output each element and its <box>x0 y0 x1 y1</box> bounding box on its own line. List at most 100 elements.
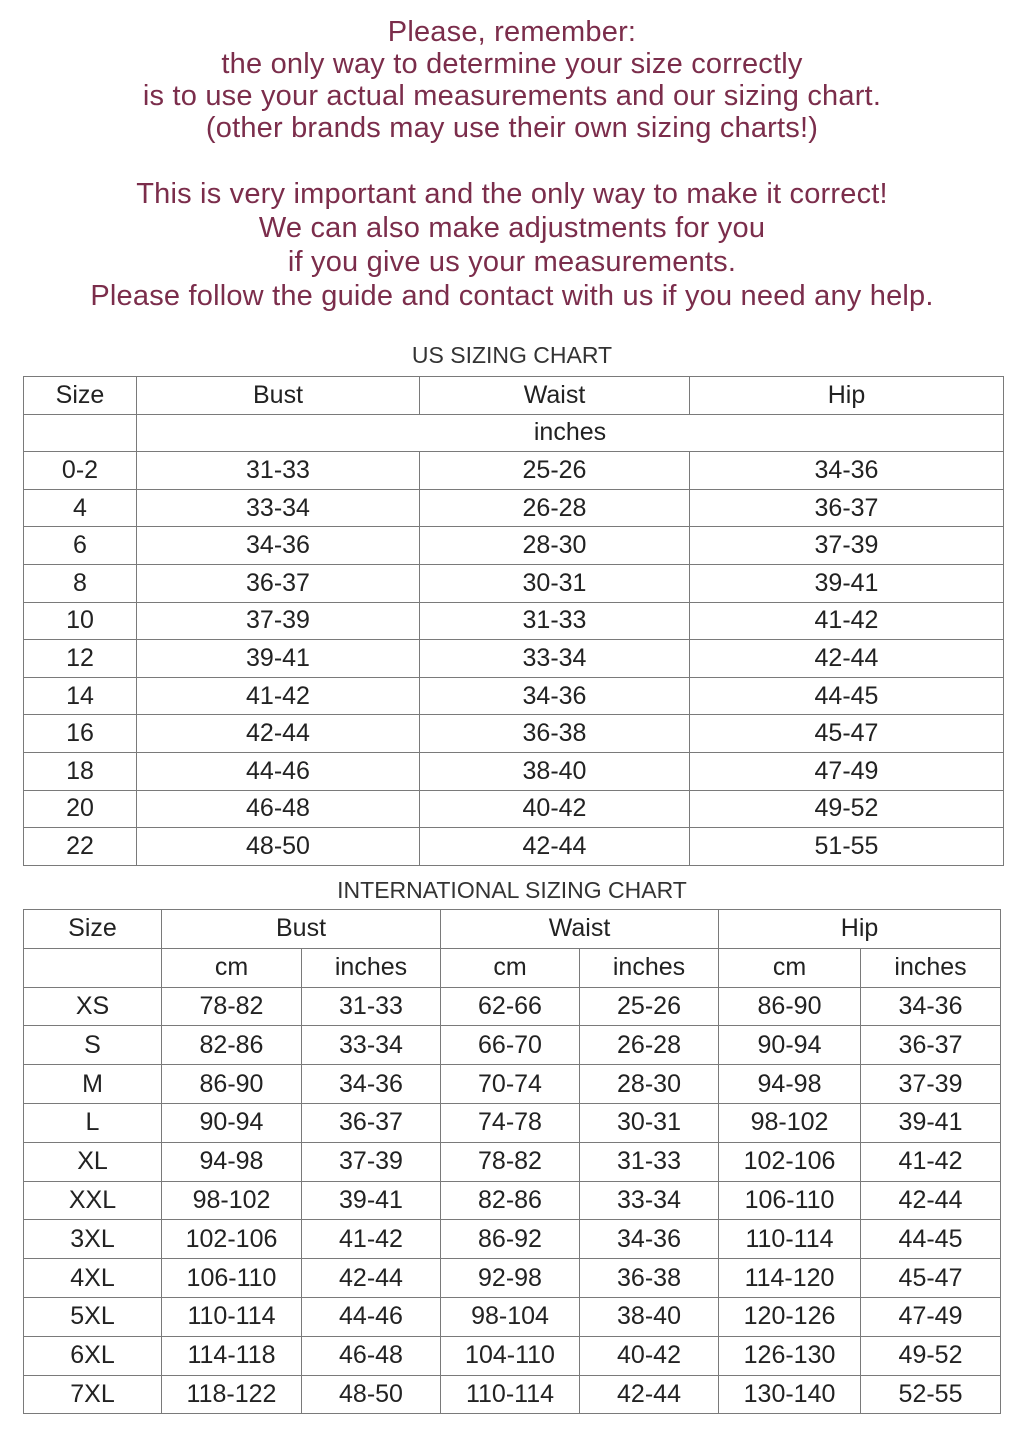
measurement-cell: 36-38 <box>419 714 690 753</box>
table-row: XXL 98-102 39-41 82-86 33-34 106-110 42-44 <box>23 1180 1002 1221</box>
column-header: Bust <box>161 909 441 949</box>
measurement-cell: 114-120 <box>718 1258 862 1298</box>
size-cell: 10 <box>23 601 137 641</box>
column-header: Hip <box>689 376 1004 415</box>
measurement-cell: 102-106 <box>718 1141 862 1182</box>
measurement-cell: 42-44 <box>578 1374 720 1415</box>
measurement-cell: 42-44 <box>136 714 420 753</box>
column-header: Hip <box>718 909 1002 949</box>
measurement-cell: 26-28 <box>578 1025 720 1066</box>
table-row: 22 48-50 42-44 51-55 <box>23 827 1004 866</box>
measurement-cell: 48-50 <box>136 827 420 866</box>
measurement-cell: 25-26 <box>419 451 690 490</box>
size-cell: L <box>23 1102 162 1143</box>
table-row: 0-2 31-33 25-26 34-36 <box>23 451 1004 490</box>
notice-line: (other brands may use their own sizing c… <box>205 112 819 144</box>
measurement-cell: 37-39 <box>860 1064 1002 1104</box>
measurement-cell: 126-130 <box>718 1335 862 1376</box>
measurement-cell: 42-44 <box>689 639 1004 678</box>
measurement-cell: 47-49 <box>689 751 1004 791</box>
table-row: L 90-94 36-37 74-78 30-31 98-102 39-41 <box>23 1102 1002 1143</box>
measurement-cell: 25-26 <box>578 986 720 1027</box>
size-cell: 16 <box>23 714 137 753</box>
measurement-cell: 62-66 <box>440 986 580 1027</box>
notice-line: We can also make adjustments for you <box>258 212 766 244</box>
measurement-cell: 49-52 <box>860 1335 1002 1376</box>
measurement-cell: 82-86 <box>440 1180 580 1221</box>
measurement-cell: 36-37 <box>301 1102 441 1143</box>
measurement-cell: 36-37 <box>136 563 420 603</box>
notice-line: the only way to determine your size corr… <box>221 48 803 80</box>
measurement-cell: 36-37 <box>860 1025 1002 1066</box>
table-row: 3XL 102-106 41-42 86-92 34-36 110-114 44-45 <box>23 1219 1002 1260</box>
measurement-cell: 66-70 <box>440 1025 580 1066</box>
international-sizing-table: Size Bust Waist Hip cm inches cm inches cm inches… <box>23 909 1002 1415</box>
size-cell: 5XL <box>23 1296 162 1337</box>
notice-line: if you give us your measurements. <box>287 246 737 278</box>
notice-line: is to use your actual measurements and o… <box>142 80 882 112</box>
measurement-cell: 90-94 <box>718 1025 862 1066</box>
measurement-cell: 47-49 <box>860 1296 1002 1337</box>
measurement-cell: 41-42 <box>689 601 1004 641</box>
table-row: 4 33-34 26-28 36-37 <box>23 488 1004 528</box>
size-cell: 18 <box>23 751 137 791</box>
measurement-cell: 37-39 <box>136 601 420 641</box>
measurement-cell: 45-47 <box>860 1258 1002 1298</box>
measurement-cell: 94-98 <box>161 1141 302 1182</box>
measurement-cell: 106-110 <box>161 1258 302 1298</box>
measurement-cell: 92-98 <box>440 1258 580 1298</box>
table-row: 12 39-41 33-34 42-44 <box>23 639 1004 678</box>
measurement-cell: 98-102 <box>718 1102 862 1143</box>
column-header: Waist <box>439 909 720 949</box>
measurement-cell: 39-41 <box>860 1102 1002 1143</box>
size-cell: 20 <box>23 789 137 829</box>
measurement-cell: 114-118 <box>161 1335 302 1376</box>
size-cell: 4XL <box>23 1258 162 1298</box>
unit-label: inches <box>301 947 441 988</box>
measurement-cell: 74-78 <box>440 1102 580 1143</box>
measurement-cell: 98-102 <box>161 1180 302 1221</box>
measurement-cell: 39-41 <box>136 639 420 678</box>
size-cell: 6 <box>23 526 137 565</box>
size-cell: XXL <box>23 1180 162 1221</box>
column-header: Size <box>23 376 137 415</box>
column-header: Bust <box>136 376 420 415</box>
size-cell: 4 <box>23 488 137 528</box>
measurement-cell: 34-36 <box>578 1219 720 1260</box>
measurement-cell: 36-38 <box>578 1258 720 1298</box>
measurement-cell: 37-39 <box>301 1141 441 1182</box>
table-row: XL 94-98 37-39 78-82 31-33 102-106 41-42 <box>23 1141 1002 1182</box>
measurement-cell: 110-114 <box>161 1296 302 1337</box>
measurement-cell: 39-41 <box>689 563 1004 603</box>
table-row: XS 78-82 31-33 62-66 25-26 86-90 34-36 <box>23 986 1002 1027</box>
measurement-cell: 104-110 <box>440 1335 580 1376</box>
column-header: Waist <box>419 376 690 415</box>
unit-label: cm <box>161 947 302 988</box>
measurement-cell: 40-42 <box>419 789 690 829</box>
table-row: S 82-86 33-34 66-70 26-28 90-94 36-37 <box>23 1025 1002 1066</box>
empty-cell <box>23 947 162 988</box>
table-row: 18 44-46 38-40 47-49 <box>23 751 1004 791</box>
measurement-cell: 38-40 <box>578 1296 720 1337</box>
measurement-cell: 78-82 <box>161 986 302 1027</box>
measurement-cell: 41-42 <box>301 1219 441 1260</box>
table-row: 14 41-42 34-36 44-45 <box>23 676 1004 716</box>
table-row: M 86-90 34-36 70-74 28-30 94-98 37-39 <box>23 1064 1002 1104</box>
unit-label: inches <box>860 947 1002 988</box>
measurement-cell: 30-31 <box>419 563 690 603</box>
measurement-cell: 44-45 <box>689 676 1004 716</box>
measurement-cell: 41-42 <box>860 1141 1002 1182</box>
measurement-cell: 34-36 <box>419 676 690 716</box>
unit-label: cm <box>718 947 862 988</box>
header-row: Size Bust Waist Hip <box>23 376 1004 415</box>
measurement-cell: 44-46 <box>301 1296 441 1337</box>
measurement-cell: 78-82 <box>440 1141 580 1182</box>
measurement-cell: 26-28 <box>419 488 690 528</box>
measurement-cell: 28-30 <box>419 526 690 565</box>
size-cell: XL <box>23 1141 162 1182</box>
measurement-cell: 44-46 <box>136 751 420 791</box>
measurement-cell: 34-36 <box>860 986 1002 1027</box>
measurement-cell: 41-42 <box>136 676 420 716</box>
table-row: 4XL 106-110 42-44 92-98 36-38 114-120 45-47 <box>23 1258 1002 1298</box>
measurement-cell: 49-52 <box>689 789 1004 829</box>
